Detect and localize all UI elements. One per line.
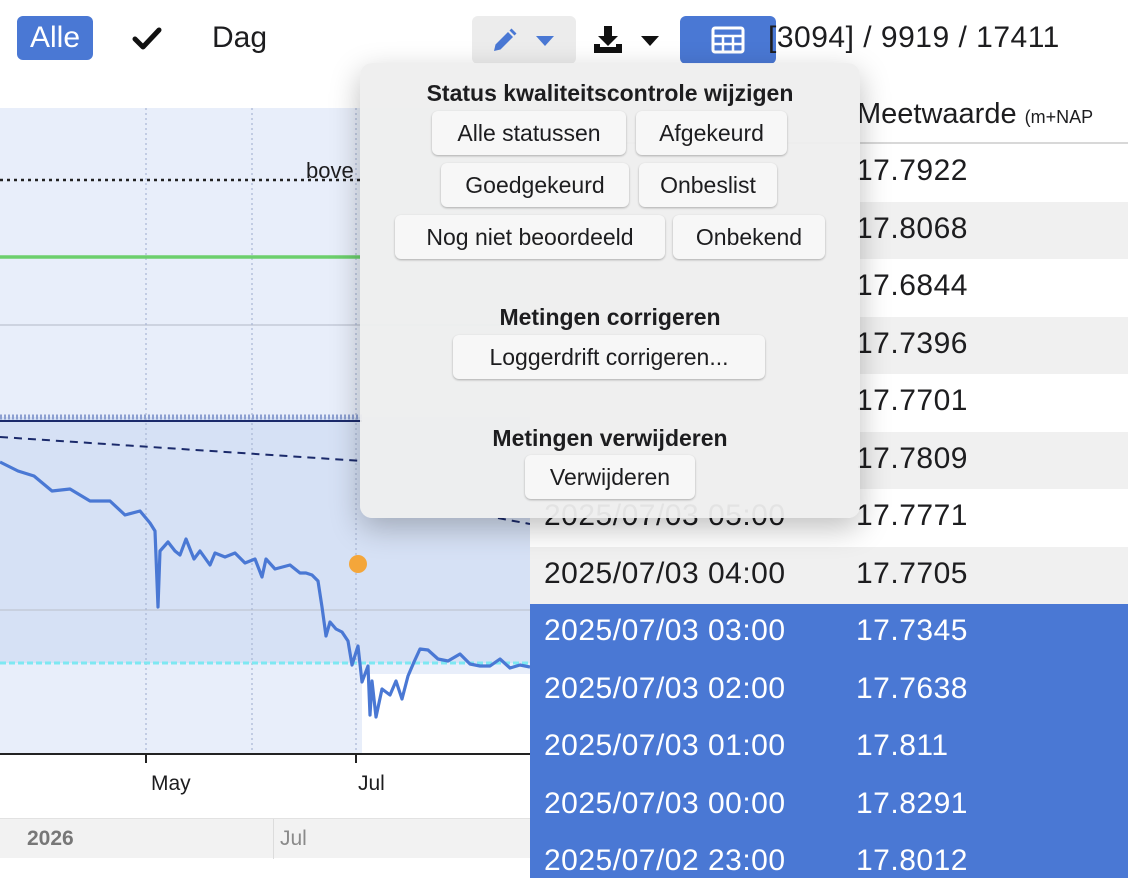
value-cell: 17.7396 bbox=[856, 326, 968, 360]
edit-dropdown-menu: Status kwaliteitscontrole wijzigen Alle … bbox=[360, 63, 860, 518]
time-cell: 2025/07/03 00:00 bbox=[544, 786, 786, 820]
status-section-title: Status kwaliteitscontrole wijzigen bbox=[426, 80, 794, 106]
value-cell: 17.8012 bbox=[856, 844, 968, 877]
delete-section-title: Metingen verwijderen bbox=[492, 425, 728, 451]
value-cell: 17.7809 bbox=[856, 441, 968, 475]
toolbar: Alle Dag [3094] / 9919 / 17 bbox=[0, 0, 1128, 84]
table-icon bbox=[711, 26, 745, 54]
range-band bbox=[0, 417, 362, 663]
time-cell: 2025/07/02 23:00 bbox=[544, 844, 786, 877]
threshold-label: bove bbox=[306, 158, 354, 183]
selection-counter: [3094] / 9919 / 17411 bbox=[768, 21, 1060, 54]
not-yet-assessed-button[interactable]: Nog niet beoordeeld bbox=[395, 215, 665, 259]
table-row[interactable]: 2025/07/03 03:00 17.7345 bbox=[530, 604, 1128, 662]
delete-button[interactable]: Verwijderen bbox=[525, 455, 695, 499]
time-cell: 2025/07/03 01:00 bbox=[544, 729, 786, 762]
value-cell: 17.7345 bbox=[856, 614, 968, 647]
year-label: 2026 bbox=[27, 827, 74, 850]
navigator-separator bbox=[273, 819, 274, 859]
value-unit-label: (m+NAP bbox=[1024, 107, 1094, 127]
x-tick-label: Jul bbox=[358, 772, 385, 795]
pencil-icon bbox=[494, 28, 517, 51]
time-cell: 2025/07/03 04:00 bbox=[544, 556, 786, 590]
table-row[interactable]: 2025/07/03 01:00 17.811 bbox=[530, 719, 1128, 777]
range-navigator[interactable]: 2026 Jul bbox=[0, 818, 530, 859]
trend-line bbox=[0, 436, 363, 462]
chevron-down-icon bbox=[536, 36, 554, 46]
table-view-button[interactable] bbox=[680, 16, 776, 64]
chevron-down-icon bbox=[641, 36, 659, 46]
value-cell: 17.7701 bbox=[856, 384, 968, 417]
value-column-header[interactable]: Meetwaarde (m+NAP bbox=[857, 98, 1093, 131]
all-button[interactable]: Alle bbox=[17, 16, 93, 60]
value-cell: 17.6844 bbox=[856, 269, 968, 302]
period-button[interactable]: Dag bbox=[212, 21, 268, 54]
correct-section-title: Metingen corrigeren bbox=[499, 304, 721, 330]
approved-button[interactable]: Goedgekeurd bbox=[441, 163, 629, 207]
check-icon[interactable] bbox=[130, 22, 164, 56]
value-cell: 17.7638 bbox=[856, 671, 968, 705]
month-label: Jul bbox=[280, 827, 307, 850]
trend-line bbox=[497, 517, 530, 525]
edit-menu-button[interactable] bbox=[472, 16, 576, 64]
download-icon bbox=[594, 26, 622, 53]
download-menu-button[interactable] bbox=[586, 16, 666, 64]
table-row[interactable]: 2025/07/03 04:00 17.7705 bbox=[530, 546, 1128, 604]
unknown-button[interactable]: Onbekend bbox=[673, 215, 825, 259]
highlighted-point[interactable] bbox=[349, 555, 367, 573]
table-row[interactable]: 2025/07/03 02:00 17.7638 bbox=[530, 661, 1128, 719]
all-statuses-button[interactable]: Alle statussen bbox=[432, 111, 626, 155]
table-row[interactable]: 2025/07/03 00:00 17.8291 bbox=[530, 776, 1128, 834]
rejected-button[interactable]: Afgekeurd bbox=[636, 111, 787, 155]
x-tick-label: May bbox=[151, 772, 191, 795]
time-cell: 2025/07/03 02:00 bbox=[544, 671, 786, 705]
logger-drift-correct-button[interactable]: Loggerdrift corrigeren... bbox=[453, 335, 765, 379]
table-row[interactable]: 2025/07/02 23:00 17.8012 bbox=[530, 834, 1128, 878]
value-cell: 17.8068 bbox=[856, 211, 968, 245]
value-cell: 17.7771 bbox=[856, 499, 968, 532]
value-header-label: Meetwaarde bbox=[857, 98, 1017, 130]
value-cell: 17.811 bbox=[856, 729, 949, 762]
value-cell: 17.7705 bbox=[856, 556, 968, 590]
value-cell: 17.7922 bbox=[856, 154, 968, 187]
measurement-series-line bbox=[0, 460, 530, 719]
undecided-button[interactable]: Onbeslist bbox=[639, 163, 777, 207]
time-cell: 2025/07/03 03:00 bbox=[544, 614, 786, 647]
value-cell: 17.8291 bbox=[856, 786, 968, 820]
